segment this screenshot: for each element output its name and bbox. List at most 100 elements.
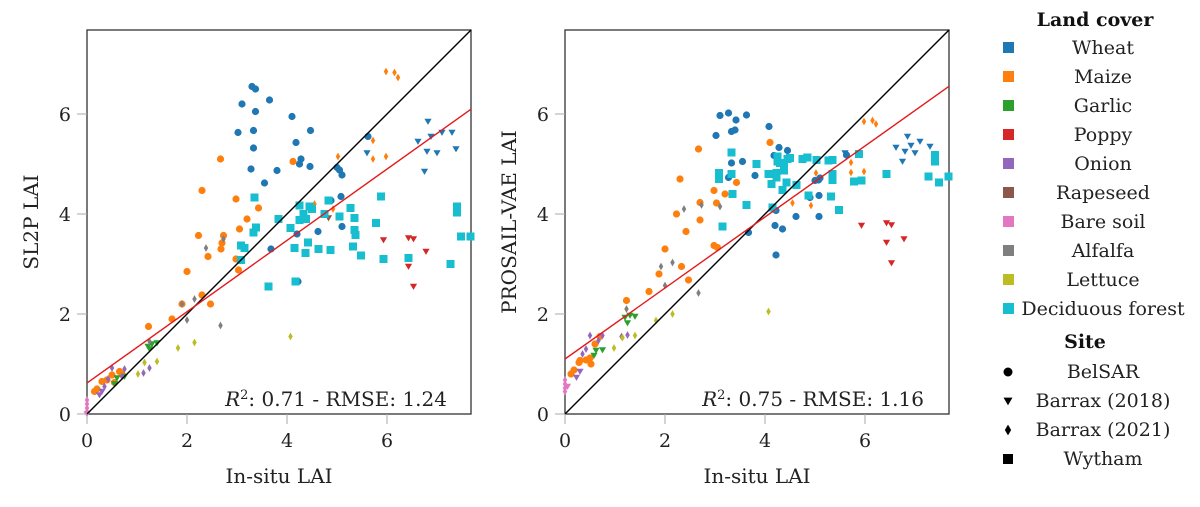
r2-rmse-annotation: R2: 0.71 - RMSE: 1.24 <box>224 387 447 411</box>
r2-rmse-values: : 0.75 - RMSE: 1.16 <box>725 387 924 411</box>
point-deciduous-forest-wytham <box>804 191 813 200</box>
point-lettuce-barrax-2021 <box>632 331 638 340</box>
point-onion-barrax-2018 <box>98 388 106 395</box>
point-wheat-belsar <box>792 212 800 221</box>
point-wheat-barrax-2018 <box>892 144 900 151</box>
x-tick-label: 2 <box>181 430 193 452</box>
legend-marker-barrax-2018 <box>1003 397 1013 406</box>
point-alfalfa-barrax-2021 <box>681 205 687 213</box>
point-deciduous-forest-wytham <box>457 232 465 241</box>
point-maize-belsar <box>216 155 225 163</box>
point-wheat-belsar <box>765 122 773 131</box>
point-wheat-belsar <box>775 143 783 152</box>
axis-ticks: 0 2 4 6 0 2 4 6 <box>59 104 393 452</box>
point-deciduous-forest-wytham <box>404 254 413 262</box>
point-wheat-belsar <box>288 112 296 121</box>
point-poppy-barrax-2018 <box>409 283 418 290</box>
point-deciduous-forest-wytham <box>828 176 837 184</box>
point-garlic-barrax-2018 <box>590 352 598 359</box>
point-wheat-belsar <box>314 227 322 236</box>
point-maize-barrax-2021 <box>848 158 854 167</box>
point-deciduous-forest-wytham <box>350 214 359 222</box>
point-maize-belsar <box>712 199 721 207</box>
legend-label-deciduous-forest: Deciduous forest <box>1021 298 1185 320</box>
point-deciduous-forest-wytham <box>727 170 736 178</box>
plot-frame <box>564 29 950 415</box>
r2-symbol: R <box>701 387 717 411</box>
point-deciduous-forest-wytham <box>728 190 737 198</box>
x-axis-label: In-situ LAI <box>225 464 332 488</box>
point-alfalfa-barrax-2021 <box>203 244 209 252</box>
point-deciduous-forest-wytham <box>727 148 736 157</box>
y-axis-label: PROSAIL-VAE LAI <box>497 130 521 314</box>
point-garlic-barrax-2018 <box>110 381 119 388</box>
point-poppy-barrax-2018 <box>887 222 896 229</box>
point-poppy-barrax-2018 <box>887 260 896 267</box>
point-alfalfa-barrax-2021 <box>184 316 190 324</box>
point-maize-belsar <box>144 322 153 331</box>
point-deciduous-forest-wytham <box>786 154 794 162</box>
point-deciduous-forest-wytham <box>742 201 751 209</box>
point-wheat-belsar <box>712 131 720 140</box>
point-maize-belsar <box>243 215 251 223</box>
axis-ticks: 0 2 4 6 0 2 4 6 <box>537 104 871 452</box>
point-deciduous-forest-wytham <box>827 192 835 201</box>
point-maize-barrax-2021 <box>848 168 854 177</box>
point-alfalfa-barrax-2021 <box>192 295 197 303</box>
point-poppy-barrax-2018 <box>900 236 908 243</box>
point-maize-belsar <box>198 291 206 299</box>
point-deciduous-forest-wytham <box>453 208 461 217</box>
point-wheat-barrax-2018 <box>903 133 912 140</box>
legend-marker-barrax-2021 <box>1004 424 1012 436</box>
point-maize-belsar <box>234 266 243 274</box>
point-garlic-barrax-2018 <box>113 375 121 382</box>
point-deciduous-forest-wytham <box>828 170 837 178</box>
legend-marker-belsar <box>1003 367 1013 377</box>
point-garlic-barrax-2018 <box>592 347 600 354</box>
point-maize-barrax-2021 <box>873 120 879 128</box>
point-maize-belsar <box>645 287 653 296</box>
point-deciduous-forest-wytham <box>764 170 773 178</box>
point-maize-belsar <box>684 276 693 284</box>
point-deciduous-forest-wytham <box>812 156 821 164</box>
point-deciduous-forest-wytham <box>377 192 385 201</box>
point-maize-belsar <box>570 366 578 374</box>
point-maize-belsar <box>732 178 741 187</box>
point-garlic-barrax-2018 <box>598 347 607 354</box>
point-bare-soil-barrax-2021 <box>84 404 90 412</box>
point-maize-barrax-2021 <box>395 73 401 82</box>
point-maize-belsar <box>696 216 704 224</box>
point-deciduous-forest-wytham <box>935 178 943 187</box>
point-onion-barrax-2021 <box>122 365 127 373</box>
point-deciduous-forest-wytham <box>767 180 776 188</box>
point-maize-barrax-2021 <box>383 67 389 76</box>
point-wheat-belsar <box>251 85 260 93</box>
point-wheat-belsar <box>727 159 736 167</box>
point-deciduous-forest-wytham <box>350 226 359 234</box>
point-wheat-belsar <box>772 251 780 259</box>
point-deciduous-forest-wytham <box>264 282 273 291</box>
y-tick-label: 4 <box>537 204 549 226</box>
point-poppy-barrax-2018 <box>404 263 413 270</box>
point-maize-belsar <box>204 252 212 261</box>
point-maize-belsar <box>254 204 263 212</box>
legend-swatch-deciduous-forest <box>1003 303 1014 314</box>
point-lettuce-barrax-2021 <box>288 332 293 341</box>
legend-label-onion: Onion <box>1074 153 1132 175</box>
point-onion-barrax-2021 <box>587 331 593 340</box>
point-bare-soil-barrax-2021 <box>84 400 90 408</box>
point-lettuce-barrax-2021 <box>135 370 141 378</box>
point-wheat-barrax-2018 <box>424 118 432 125</box>
point-wheat-belsar <box>273 166 281 175</box>
point-maize-belsar <box>206 300 215 308</box>
r2-symbol: R <box>224 387 240 411</box>
point-deciduous-forest-wytham <box>931 151 939 159</box>
point-wheat-belsar <box>238 100 246 108</box>
point-alfalfa-barrax-2021 <box>699 201 704 209</box>
legend-site-items: BelSAR Barrax (2018) Barrax (2021) Wytham <box>1003 361 1170 470</box>
point-maize-barrax-2021 <box>392 68 397 77</box>
r2-superscript: 2 <box>240 388 248 403</box>
point-poppy-barrax-2018 <box>404 235 413 242</box>
